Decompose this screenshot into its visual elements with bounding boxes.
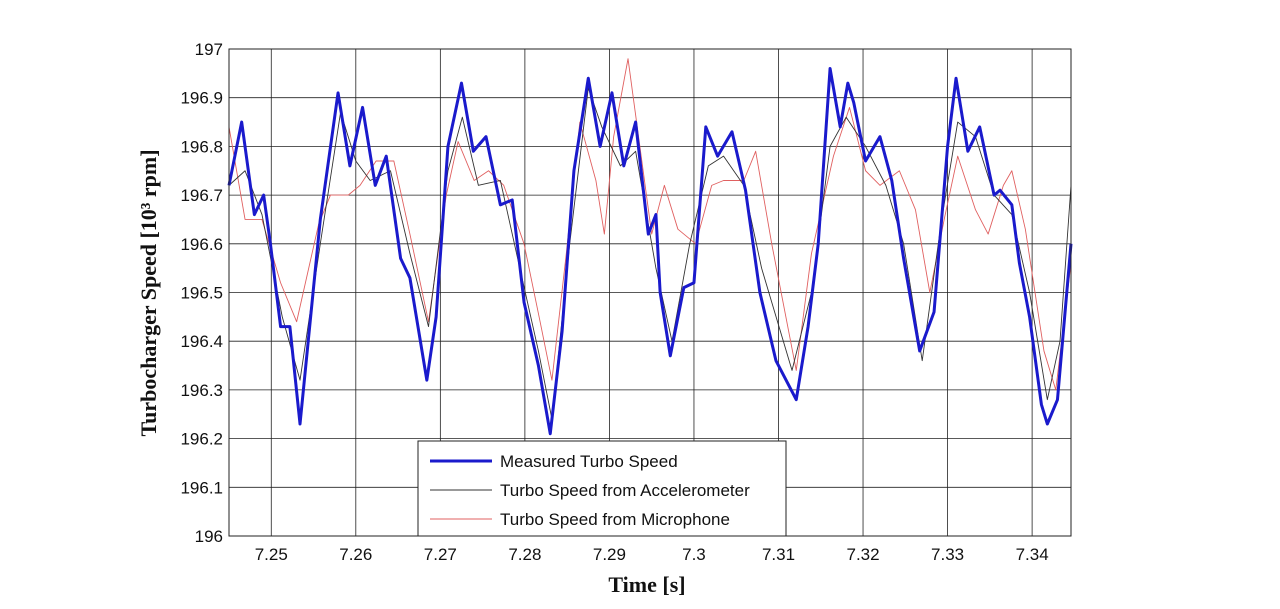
x-tick-label: 7.25 [255, 545, 288, 564]
y-tick-label: 196.4 [180, 332, 223, 351]
y-tick-label: 196.8 [180, 137, 223, 156]
legend-label: Measured Turbo Speed [500, 452, 678, 471]
x-tick-label: 7.27 [424, 545, 457, 564]
y-axis-label: Turbocharger Speed [10³ rpm] [136, 149, 161, 436]
x-tick-label: 7.29 [593, 545, 626, 564]
x-tick-label: 7.32 [846, 545, 879, 564]
y-tick-label: 196.6 [180, 235, 223, 254]
y-tick-label: 196.2 [180, 430, 223, 449]
legend-label: Turbo Speed from Accelerometer [500, 481, 750, 500]
x-tick-label: 7.3 [682, 545, 706, 564]
x-tick-label: 7.33 [931, 545, 964, 564]
y-tick-label: 196 [195, 527, 223, 546]
y-tick-label: 196.3 [180, 381, 223, 400]
y-tick-label: 197 [195, 40, 223, 59]
legend-label: Turbo Speed from Microphone [500, 510, 730, 529]
y-tick-label: 196.7 [180, 186, 223, 205]
y-tick-label: 196.5 [180, 284, 223, 303]
series-line [227, 66, 1073, 436]
y-tick-label: 196.1 [180, 478, 223, 497]
x-tick-label: 7.26 [339, 545, 372, 564]
x-tick-label: 7.31 [762, 545, 795, 564]
x-tick-label: 7.28 [508, 545, 541, 564]
y-tick-label: 196.9 [180, 89, 223, 108]
x-axis-label: Time [s] [608, 572, 685, 597]
legend-box [417, 440, 787, 537]
x-tick-label: 7.34 [1016, 545, 1049, 564]
